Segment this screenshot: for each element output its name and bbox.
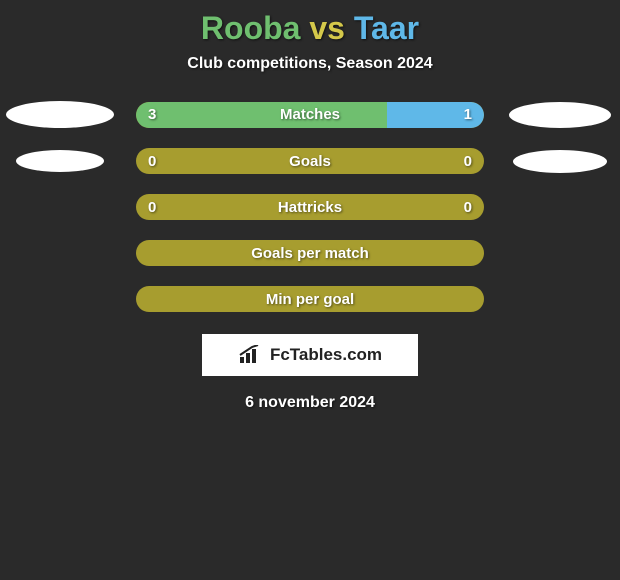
badge-slot-right — [500, 102, 620, 128]
player2-name: Taar — [354, 10, 419, 46]
stat-bar: Goals per match — [136, 240, 484, 266]
badge-slot-left — [0, 101, 120, 128]
badge-slot-right — [500, 150, 620, 173]
brand-box: FcTables.com — [202, 334, 418, 376]
player1-badge — [6, 101, 114, 128]
stats-rows: 31Matches 00Goals 00Hattricks Goals per mat… — [0, 101, 620, 312]
subtitle: Club competitions, Season 2024 — [0, 55, 620, 73]
title: Rooba vs Taar — [0, 10, 620, 47]
stat-row: 00Goals — [0, 148, 620, 174]
stat-row: 31Matches — [0, 101, 620, 128]
stat-label: Hattricks — [136, 194, 484, 220]
player2-badge — [513, 150, 607, 173]
stat-row: Min per goal — [0, 286, 620, 312]
stat-bar: Min per goal — [136, 286, 484, 312]
vs-text: vs — [309, 10, 345, 46]
player2-badge — [509, 102, 611, 128]
player1-badge — [16, 150, 104, 172]
stat-bar: 00Goals — [136, 148, 484, 174]
stat-label: Goals per match — [136, 240, 484, 266]
stat-label: Matches — [136, 102, 484, 128]
infographic-root: Rooba vs Taar Club competitions, Season … — [0, 0, 620, 412]
brand-text: FcTables.com — [270, 345, 382, 365]
stat-row: 00Hattricks — [0, 194, 620, 220]
date-text: 6 november 2024 — [0, 394, 620, 412]
stat-bar: 00Hattricks — [136, 194, 484, 220]
stat-label: Min per goal — [136, 286, 484, 312]
badge-slot-left — [0, 150, 120, 172]
stat-label: Goals — [136, 148, 484, 174]
stat-bar: 31Matches — [136, 102, 484, 128]
stat-row: Goals per match — [0, 240, 620, 266]
brand-chart-icon — [238, 345, 264, 365]
player1-name: Rooba — [201, 10, 301, 46]
